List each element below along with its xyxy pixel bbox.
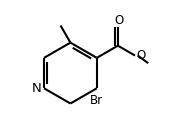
Text: N: N xyxy=(32,82,42,95)
Text: O: O xyxy=(114,14,123,27)
Text: O: O xyxy=(136,49,145,62)
Text: Br: Br xyxy=(90,94,103,107)
